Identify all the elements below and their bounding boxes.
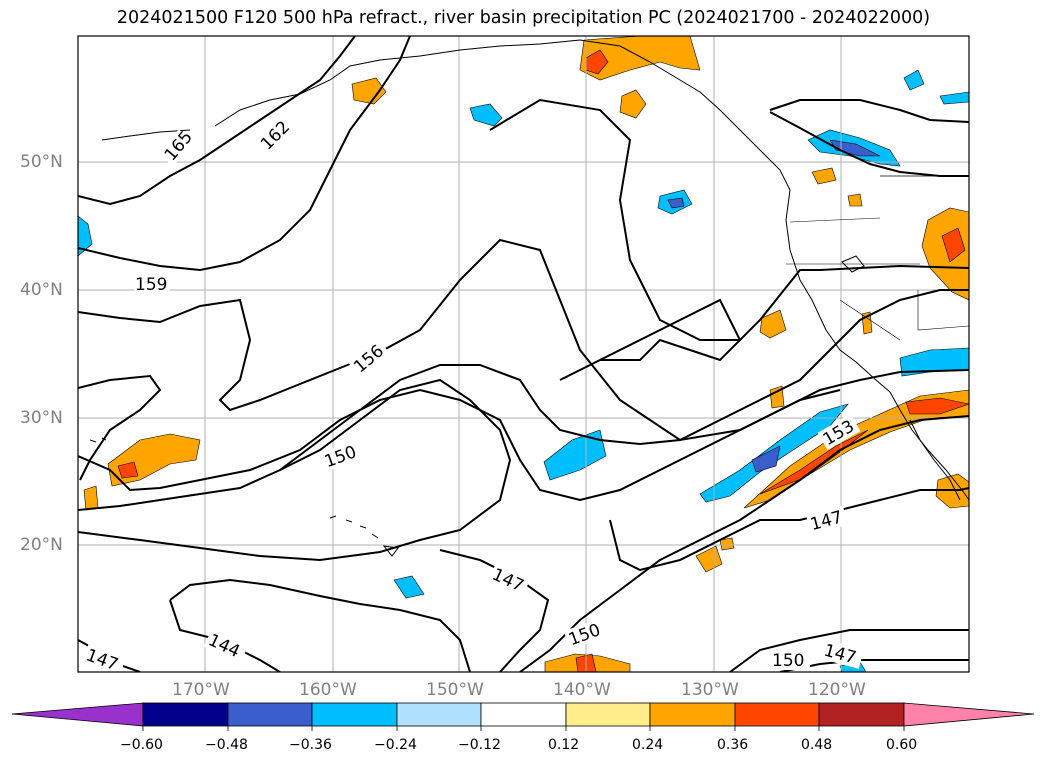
colorbar: [11, 702, 1035, 731]
hawaii-islands: [329, 515, 399, 557]
contour-label: 162: [257, 117, 294, 154]
colorbar-label: −0.48: [205, 737, 248, 753]
lon-label-160w: 160°W: [299, 680, 357, 700]
colorbar-label: 0.48: [801, 737, 833, 753]
colorbar-label: 0.12: [548, 737, 580, 753]
lon-label-140w: 140°W: [553, 680, 611, 700]
contour-label: 150: [322, 442, 359, 472]
colorbar-label: 0.24: [632, 737, 664, 753]
colorbar-segment: [649, 702, 736, 727]
colorbar-label: −0.60: [120, 737, 163, 753]
coastlines: [89, 39, 969, 557]
contour-label: 159: [135, 275, 167, 295]
map-title: 2024021500 F120 500 hPa refract., river …: [116, 8, 931, 28]
contour-label: 147: [808, 507, 845, 535]
contour-line: [78, 36, 356, 206]
lon-label-170w: 170°W: [172, 680, 230, 700]
lat-label-40n: 40°N: [20, 280, 63, 300]
colorbar-segment: [818, 702, 905, 727]
colorbar-segment: [734, 702, 820, 727]
colorbar-extend-min: [11, 702, 144, 727]
graticule: [78, 36, 969, 672]
contour-label: 150: [772, 651, 804, 671]
lat-label-50n: 50°N: [20, 152, 63, 172]
colorbar-label: 0.60: [886, 737, 918, 753]
colorbar-label: −0.24: [374, 737, 417, 753]
colorbar-extend-max: [903, 702, 1035, 727]
alaska-coast: [214, 39, 791, 191]
colorbar-segment: [565, 702, 651, 727]
contour-label: 150: [566, 620, 603, 650]
lat-label-30n: 30°N: [20, 408, 63, 428]
contour-labels: 165 162 159 156 150 153 147 147 150 144 …: [81, 116, 864, 677]
map-frame: [77, 35, 970, 673]
colorbar-segment: [480, 702, 567, 727]
north-america-west-coast: [785, 189, 969, 501]
lon-label-150w: 150°W: [426, 680, 484, 700]
colorbar-label: −0.12: [458, 737, 501, 753]
colorbar-label: 0.36: [717, 737, 749, 753]
colorbar-label: −0.36: [289, 737, 332, 753]
precip-positive-region: [579, 36, 701, 81]
precip-fills: [78, 36, 969, 672]
colorbar-segment: [396, 702, 482, 727]
lon-label-130w: 130°W: [681, 680, 739, 700]
colorbar-segment: [142, 702, 229, 727]
colorbar-segment: [311, 702, 398, 727]
colorbar-segment: [227, 702, 313, 727]
lat-label-20n: 20°N: [20, 535, 63, 555]
lon-label-120w: 120°W: [808, 680, 866, 700]
contour-label: 147: [83, 645, 120, 675]
state-borders: [786, 217, 969, 341]
